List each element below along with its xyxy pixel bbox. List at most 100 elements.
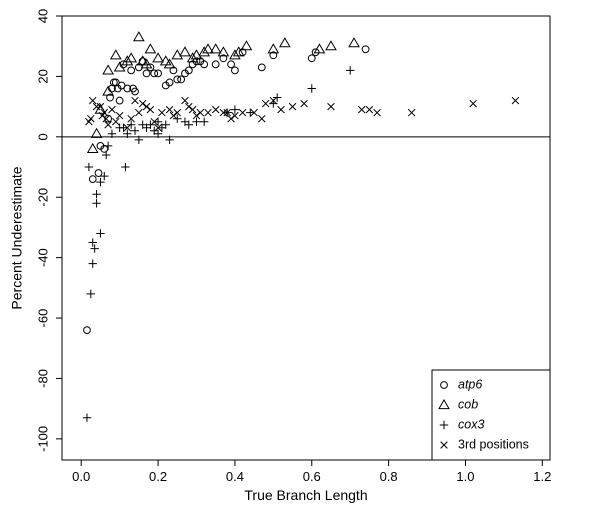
data-point-cox3 [230, 105, 240, 114]
data-point-cob [190, 49, 203, 60]
data-point-3rd-positions [357, 105, 366, 114]
data-point-cob [348, 37, 360, 48]
data-point-3rd-positions [146, 105, 155, 114]
data-point-cob [267, 43, 280, 54]
data-point-cox3 [90, 244, 99, 253]
data-point-atp6 [142, 69, 151, 78]
data-point-3rd-positions [211, 105, 220, 114]
data-point-3rd-positions [150, 117, 158, 126]
legend-label-cox3: cox3 [458, 417, 484, 431]
y-axis-label: Percent Underestimate [9, 166, 25, 309]
data-point-atp6 [109, 78, 118, 87]
data-point-3rd-positions [127, 114, 135, 123]
y-tick-label: 0 [35, 133, 50, 140]
data-point-atp6 [200, 60, 209, 69]
data-point-cox3 [272, 93, 282, 102]
data-point-3rd-positions [188, 105, 197, 114]
x-tick-label: 0.6 [303, 469, 321, 484]
data-point-3rd-positions [277, 105, 285, 114]
x-tick-label: 1.0 [456, 469, 474, 484]
data-point-3rd-positions [112, 117, 120, 126]
data-point-cox3 [130, 126, 140, 135]
series-3rd-positions [85, 96, 520, 132]
data-point-cob [90, 127, 103, 138]
data-point-cox3 [199, 117, 209, 126]
data-point-atp6 [231, 66, 239, 75]
data-point-atp6 [115, 96, 124, 105]
data-point-cox3 [96, 229, 105, 238]
data-point-cox3 [153, 117, 163, 126]
data-point-cox3 [92, 199, 101, 208]
x-tick-label: 0.2 [149, 469, 167, 484]
data-point-cob [313, 43, 326, 54]
data-point-cox3 [92, 190, 101, 199]
data-point-cob [86, 142, 99, 153]
series-cox3 [82, 66, 355, 422]
legend-marker-cob [438, 399, 450, 410]
y-tick-label: -40 [35, 248, 50, 267]
data-point-3rd-positions [87, 114, 95, 123]
data-point-cob [278, 37, 291, 48]
data-point-cox3 [103, 141, 113, 151]
y-tick-label: 40 [35, 9, 50, 23]
y-tick-label: 20 [35, 69, 50, 83]
data-point-cox3 [86, 289, 96, 299]
data-point-atp6 [154, 69, 162, 78]
data-point-atp6 [177, 75, 186, 84]
data-point-cob [113, 61, 126, 72]
data-point-cox3 [246, 108, 255, 117]
data-point-3rd-positions [469, 99, 477, 108]
data-point-3rd-positions [123, 124, 132, 132]
data-point-atp6 [184, 66, 193, 75]
legend-label-3rd-positions: 3rd positions [458, 437, 529, 451]
data-point-cox3 [134, 135, 144, 145]
data-point-cob [229, 49, 241, 60]
data-point-atp6 [219, 54, 228, 63]
data-point-cob [121, 55, 134, 66]
data-point-3rd-positions [373, 108, 381, 117]
data-point-3rd-positions [96, 102, 105, 111]
data-point-3rd-positions [169, 111, 178, 120]
data-point-3rd-positions [135, 108, 143, 117]
data-point-3rd-positions [511, 96, 520, 105]
data-point-cob [102, 85, 114, 96]
data-point-3rd-positions [108, 105, 116, 114]
data-point-cox3 [82, 413, 92, 422]
data-point-atp6 [307, 54, 316, 63]
data-point-cox3 [161, 120, 170, 129]
data-point-cob [140, 58, 153, 69]
data-point-atp6 [146, 63, 155, 72]
legend-marker-atp6 [440, 381, 448, 389]
data-point-cox3 [88, 259, 97, 268]
x-tick-label: 1.2 [533, 469, 551, 484]
data-point-cob [136, 55, 149, 66]
data-point-cob [159, 55, 172, 66]
data-point-3rd-positions [288, 102, 297, 111]
legend-box [431, 369, 551, 461]
data-point-cob [209, 43, 222, 54]
data-point-3rd-positions [88, 96, 97, 105]
data-point-cox3 [307, 84, 316, 93]
data-point-3rd-positions [158, 108, 166, 117]
data-point-atp6 [311, 48, 320, 57]
data-point-3rd-positions [100, 108, 109, 117]
data-point-cob [240, 40, 253, 51]
data-point-cob [109, 49, 122, 60]
data-point-cox3 [345, 66, 355, 75]
legend-marker-cox3 [439, 420, 449, 430]
data-point-cox3 [146, 120, 155, 129]
x-tick-label: 0.4 [226, 469, 244, 484]
data-point-atp6 [269, 51, 278, 60]
data-point-3rd-positions [102, 114, 110, 123]
y-tick-label: -20 [35, 188, 50, 207]
data-point-3rd-positions [258, 114, 266, 123]
data-point-atp6 [131, 87, 139, 96]
data-point-cob [186, 52, 199, 63]
data-point-3rd-positions [154, 124, 162, 132]
series-cob [86, 31, 360, 153]
x-tick-label: 0.8 [380, 469, 398, 484]
data-point-atp6 [169, 66, 178, 75]
data-point-3rd-positions [165, 105, 174, 114]
plot-frame [61, 15, 551, 461]
data-point-atp6 [257, 63, 266, 72]
